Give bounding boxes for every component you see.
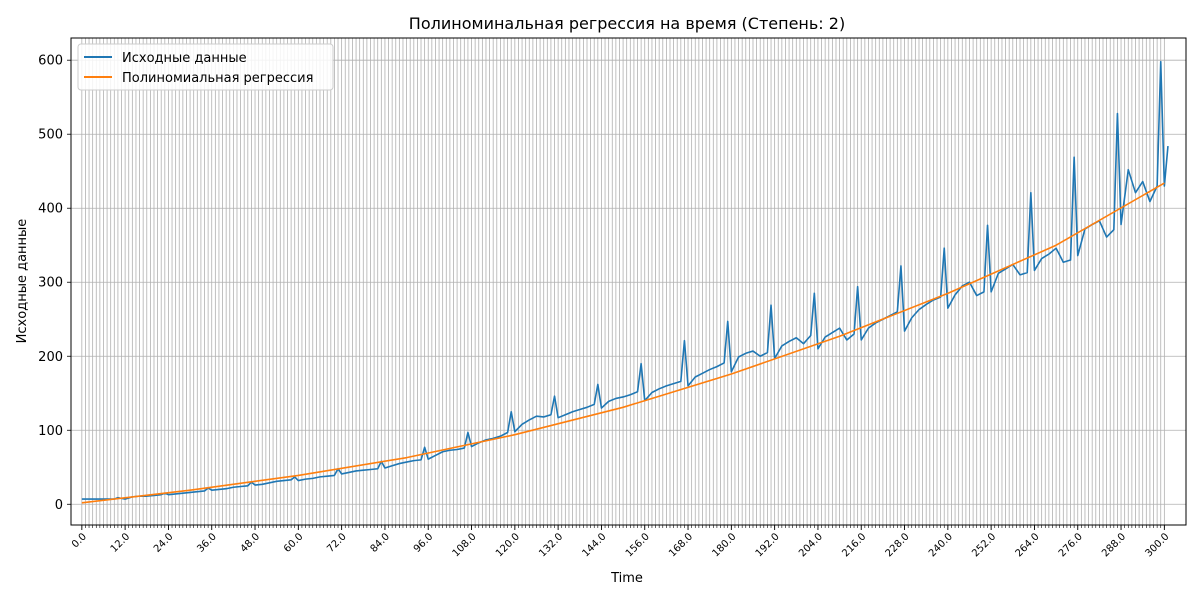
plot-frame xyxy=(70,37,1187,526)
series-line-raw-data xyxy=(81,60,1169,500)
y-tick-label: 0 xyxy=(55,498,63,513)
chart-title: Полиноминальная регрессия на время (Степ… xyxy=(409,14,845,33)
y-tick-label: 600 xyxy=(38,54,63,69)
y-axis-ticks: 0 100 200 300 400 500 600 xyxy=(38,54,71,513)
legend-label-raw: Исходные данные xyxy=(122,51,247,66)
series-layer xyxy=(81,60,1169,504)
y-axis-label: Исходные данные xyxy=(15,219,30,344)
y-tick-label: 500 xyxy=(38,128,63,143)
y-tick-label: 300 xyxy=(38,276,63,291)
major-gridlines xyxy=(71,59,1186,505)
y-tick-label: 200 xyxy=(38,350,63,365)
legend: Исходные данные Полиномиальная регрессия xyxy=(77,43,334,91)
y-tick-label: 100 xyxy=(38,424,63,439)
series-line-regression xyxy=(81,182,1165,504)
legend-label-regression: Полиномиальная регрессия xyxy=(122,71,313,86)
y-tick-label: 400 xyxy=(38,202,63,217)
x-axis-label: Time xyxy=(610,571,643,586)
legend-box xyxy=(77,43,334,91)
minor-gridlines xyxy=(81,38,1165,525)
